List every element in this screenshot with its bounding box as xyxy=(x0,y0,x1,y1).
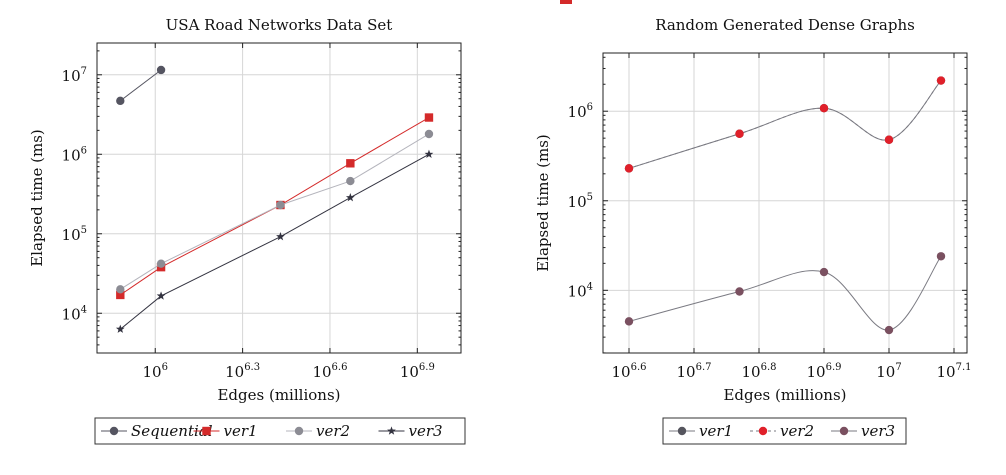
x-tick-label: 106.6 xyxy=(612,362,647,381)
series-line xyxy=(120,118,429,295)
data-point xyxy=(425,150,434,158)
legend-label: ver2 xyxy=(780,422,814,440)
x-tick-label: 106.9 xyxy=(400,362,435,381)
x-tick-label: 107 xyxy=(876,362,901,381)
legend-marker xyxy=(840,427,848,435)
data-point xyxy=(116,285,124,293)
data-point xyxy=(116,325,125,333)
data-point xyxy=(157,260,165,268)
legend-label: ver3 xyxy=(861,422,895,440)
legend-label: ver3 xyxy=(409,422,443,440)
data-point xyxy=(425,130,433,138)
series-line xyxy=(120,154,429,329)
data-point xyxy=(346,177,354,185)
data-point xyxy=(625,317,633,325)
series-ver1 xyxy=(625,76,945,172)
data-point xyxy=(346,193,355,201)
legend-marker xyxy=(202,427,210,435)
legend-label: ver1 xyxy=(224,422,258,440)
grid xyxy=(97,43,461,353)
plot-frame xyxy=(97,43,461,353)
x-axis-label: Edges (millions) xyxy=(723,386,846,404)
data-point xyxy=(885,136,893,144)
data-point xyxy=(116,97,124,105)
data-point xyxy=(735,130,743,138)
legend-marker xyxy=(110,427,118,435)
series-line xyxy=(120,134,429,289)
data-point xyxy=(157,66,165,74)
legend-label: ver2 xyxy=(316,422,350,440)
series-ver2 xyxy=(625,76,945,172)
series-ver1 xyxy=(116,113,433,299)
x-tick-label: 106 xyxy=(143,362,168,381)
series-sequential xyxy=(116,66,165,105)
legend: Sequential ver1 ver2 ver3 xyxy=(95,418,465,444)
series-line xyxy=(629,256,941,330)
legend-marker xyxy=(295,427,303,435)
data-point xyxy=(937,76,945,84)
data-point xyxy=(346,159,354,167)
chart-usa-road-networks: USA Road Networks Data Set 106 106.3 106.6 1… xyxy=(28,16,465,444)
chart-random-dense-graphs: Random Generated Dense Graphs 106.6 106.7 1… xyxy=(534,16,972,444)
data-point xyxy=(820,104,828,112)
axis-ticks xyxy=(97,43,461,353)
x-tick-label: 107.1 xyxy=(937,362,972,381)
y-tick-label: 104 xyxy=(568,281,593,300)
legend-marker xyxy=(759,427,767,435)
chart-title: USA Road Networks Data Set xyxy=(166,16,393,34)
series-ver3 xyxy=(116,150,433,333)
x-tick-label: 106.3 xyxy=(225,362,260,381)
y-tick-label: 107 xyxy=(62,66,87,85)
data-point xyxy=(885,326,893,334)
x-tick-label: 106.6 xyxy=(312,362,347,381)
y-axis-label: Elapsed time (ms) xyxy=(534,134,552,272)
x-tick-label: 106.8 xyxy=(742,362,777,381)
chart-title: Random Generated Dense Graphs xyxy=(655,16,915,34)
y-tick-label: 106 xyxy=(62,145,87,164)
legend: ver1 ver2 ver3 xyxy=(663,418,906,444)
series-line xyxy=(629,81,941,169)
y-tick-label: 105 xyxy=(568,192,593,211)
data-point xyxy=(820,268,828,276)
series-ver3 xyxy=(625,252,945,334)
series-line xyxy=(629,81,941,169)
data-point xyxy=(735,287,743,295)
data-point xyxy=(276,201,284,209)
x-tick-label: 106.7 xyxy=(677,362,712,381)
data-point xyxy=(425,113,433,121)
data-point xyxy=(625,164,633,172)
y-tick-label: 104 xyxy=(62,304,87,323)
x-tick-label: 106.9 xyxy=(807,362,842,381)
data-point xyxy=(937,252,945,260)
y-tick-label: 105 xyxy=(62,225,87,244)
legend-label: ver1 xyxy=(699,422,733,440)
legend-marker xyxy=(678,427,686,435)
x-axis-label: Edges (millions) xyxy=(217,386,340,404)
y-tick-label: 106 xyxy=(568,102,593,121)
y-axis-label: Elapsed time (ms) xyxy=(28,129,46,267)
